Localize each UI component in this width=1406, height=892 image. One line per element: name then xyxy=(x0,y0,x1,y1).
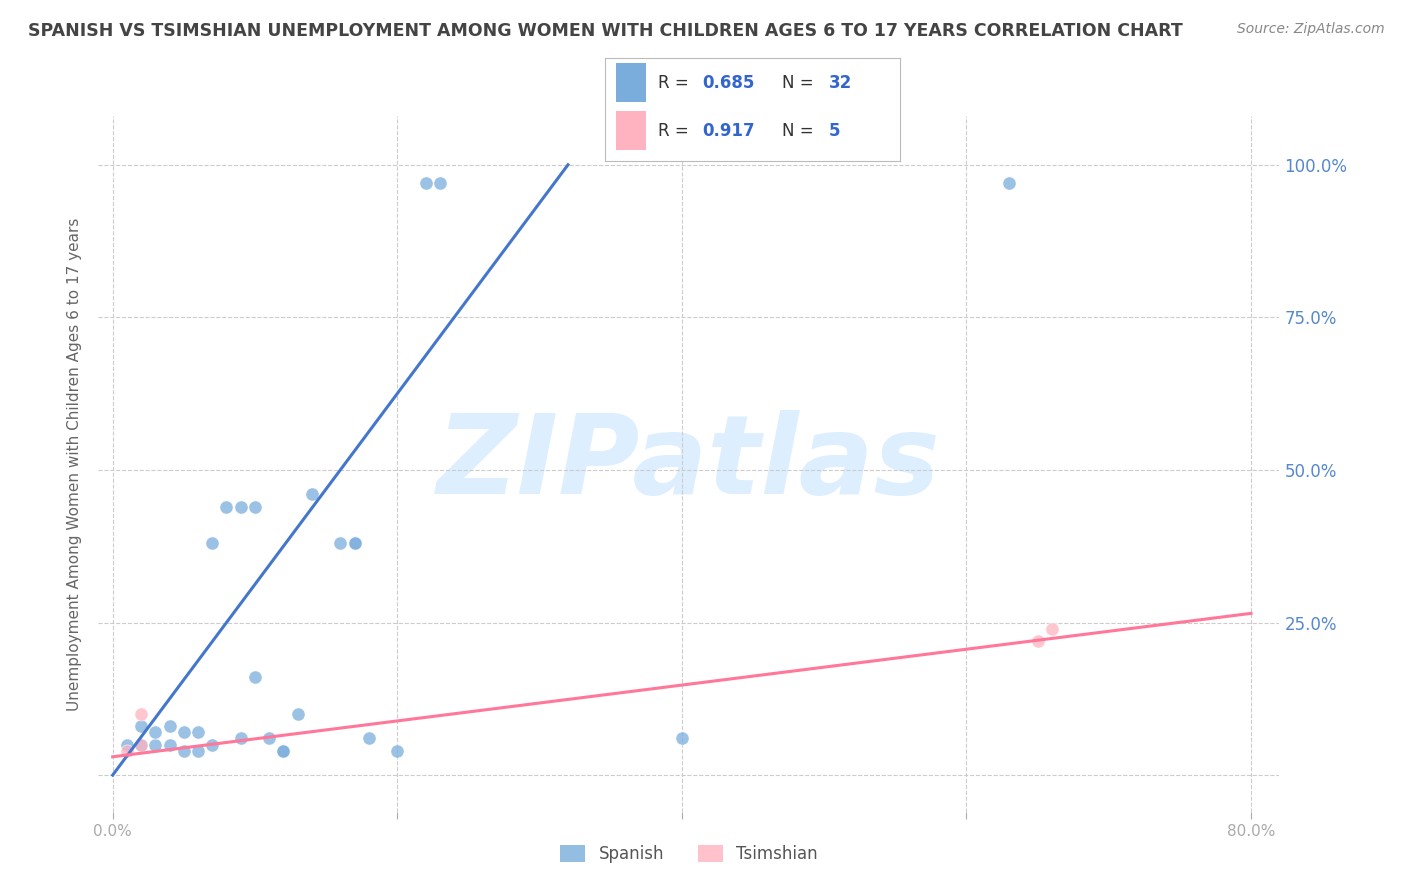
Text: 32: 32 xyxy=(830,74,852,92)
Point xyxy=(287,707,309,722)
Point xyxy=(159,738,181,752)
Point xyxy=(1026,633,1049,648)
Text: N =: N = xyxy=(782,74,813,92)
Point xyxy=(187,744,209,758)
Point xyxy=(243,670,266,684)
Point xyxy=(115,744,138,758)
Y-axis label: Unemployment Among Women with Children Ages 6 to 17 years: Unemployment Among Women with Children A… xyxy=(67,217,83,711)
Point xyxy=(129,738,152,752)
Point xyxy=(415,176,437,190)
Point xyxy=(257,731,280,746)
Text: SPANISH VS TSIMSHIAN UNEMPLOYMENT AMONG WOMEN WITH CHILDREN AGES 6 TO 17 YEARS C: SPANISH VS TSIMSHIAN UNEMPLOYMENT AMONG … xyxy=(28,22,1182,40)
Point xyxy=(243,500,266,514)
Point xyxy=(1040,622,1063,636)
Point xyxy=(998,176,1021,190)
Text: ZIPatlas: ZIPatlas xyxy=(437,410,941,517)
Text: R =: R = xyxy=(658,122,693,140)
Point xyxy=(143,738,166,752)
Point xyxy=(273,744,295,758)
Point xyxy=(115,738,138,752)
Legend: Spanish, Tsimshian: Spanish, Tsimshian xyxy=(554,838,824,870)
Point xyxy=(143,725,166,739)
Point xyxy=(187,725,209,739)
Point xyxy=(671,731,693,746)
Point xyxy=(329,536,352,550)
Point xyxy=(173,725,195,739)
Bar xyxy=(616,63,645,102)
Point xyxy=(129,738,152,752)
Point xyxy=(215,500,238,514)
Point xyxy=(159,719,181,733)
Point xyxy=(429,176,451,190)
Point xyxy=(201,536,224,550)
Text: 0.685: 0.685 xyxy=(702,74,755,92)
Point xyxy=(343,536,366,550)
Text: 5: 5 xyxy=(830,122,841,140)
Point xyxy=(343,536,366,550)
Point xyxy=(273,744,295,758)
Point xyxy=(229,500,252,514)
Text: R =: R = xyxy=(658,74,693,92)
Point xyxy=(229,731,252,746)
Point xyxy=(301,487,323,501)
Bar xyxy=(616,112,645,150)
Text: N =: N = xyxy=(782,122,813,140)
Point xyxy=(129,719,152,733)
Point xyxy=(129,707,152,722)
Point xyxy=(387,744,409,758)
Text: Source: ZipAtlas.com: Source: ZipAtlas.com xyxy=(1237,22,1385,37)
Text: 0.917: 0.917 xyxy=(702,122,755,140)
Point xyxy=(201,738,224,752)
Point xyxy=(357,731,380,746)
Point xyxy=(173,744,195,758)
